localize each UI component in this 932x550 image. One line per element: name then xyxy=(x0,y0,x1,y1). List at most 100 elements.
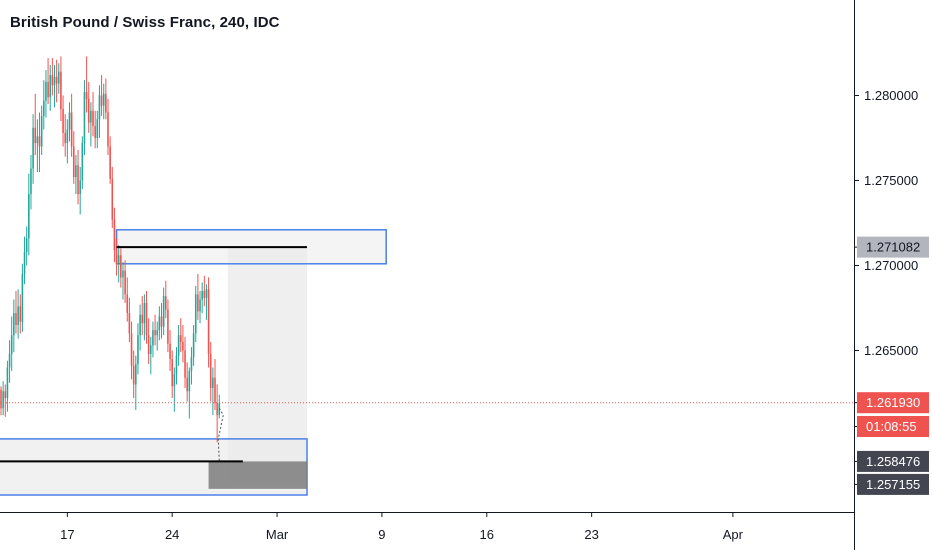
candle-body xyxy=(2,391,4,409)
candle-body xyxy=(10,335,13,354)
candle-body xyxy=(32,127,34,169)
candle-body xyxy=(68,112,71,130)
candle-body xyxy=(184,350,186,378)
candle-body xyxy=(117,255,120,264)
candle-body xyxy=(194,294,197,334)
candle-body xyxy=(186,377,188,392)
candle-body xyxy=(128,313,131,334)
candle-body xyxy=(13,313,15,336)
candle-body xyxy=(205,289,208,298)
projection-path xyxy=(217,408,224,462)
y-tick-label: 1.270000 xyxy=(864,258,918,273)
price-badge-label: 1.261930 xyxy=(866,395,920,410)
candle-body xyxy=(72,146,75,178)
candle-body xyxy=(45,81,47,101)
chart-title: British Pound / Swiss Franc, 240, IDC xyxy=(10,14,280,31)
candle-body xyxy=(143,302,146,324)
x-tick-label: Apr xyxy=(723,527,744,542)
candle-body xyxy=(30,168,32,195)
candle-body xyxy=(47,81,49,98)
candle-body xyxy=(154,330,156,336)
candle-body xyxy=(96,119,99,138)
candle-body xyxy=(105,93,107,113)
candle-body xyxy=(120,255,122,278)
x-tick-label: 24 xyxy=(165,527,179,542)
candle-body xyxy=(17,306,19,325)
price-badge xyxy=(857,450,929,472)
candle-body xyxy=(171,359,173,387)
candle-body xyxy=(173,374,176,387)
candle-body xyxy=(122,270,124,278)
candle-body xyxy=(87,98,90,123)
price-badge xyxy=(857,415,929,437)
candle-body xyxy=(0,389,2,409)
candle-body xyxy=(207,289,210,354)
candle-body xyxy=(64,132,66,144)
candle-body xyxy=(8,353,11,368)
candle-body xyxy=(175,355,178,375)
price-badge xyxy=(857,236,929,258)
candle-body xyxy=(209,353,212,388)
candle-body xyxy=(164,296,167,310)
candle-body xyxy=(139,314,141,336)
candle-body xyxy=(85,92,88,99)
candle-body xyxy=(100,95,103,106)
candle-body xyxy=(98,95,101,120)
candle-body xyxy=(126,294,129,314)
candle-body xyxy=(107,112,109,147)
x-tick-label: Mar xyxy=(266,527,289,542)
price-badge xyxy=(857,473,929,495)
candle-body xyxy=(212,377,214,388)
y-tick-label: 1.265000 xyxy=(864,343,918,358)
candle-body xyxy=(162,296,165,327)
candle-body xyxy=(4,391,7,399)
candle-body xyxy=(111,178,114,220)
candle-body xyxy=(216,403,218,416)
candle-body xyxy=(28,194,30,239)
candle-body xyxy=(102,93,105,106)
candle-body xyxy=(55,76,58,84)
candle-body xyxy=(70,112,73,147)
candle-body xyxy=(23,251,26,274)
candle-body xyxy=(49,75,52,98)
candle-body xyxy=(79,180,81,195)
y-tick-label: 1.275000 xyxy=(864,173,918,188)
candle-body xyxy=(77,165,79,195)
candle-body xyxy=(179,335,182,342)
candle-body xyxy=(81,143,84,181)
candle-body xyxy=(43,100,45,116)
candle-body xyxy=(90,110,92,123)
candle-body xyxy=(92,110,94,127)
candle-body xyxy=(60,71,62,110)
x-tick-label: 17 xyxy=(60,527,74,542)
candle-body xyxy=(75,165,77,178)
candle-body xyxy=(36,136,39,144)
candle-body xyxy=(188,370,191,392)
candle-body xyxy=(147,335,150,354)
candle-body xyxy=(19,306,22,322)
candle-body xyxy=(192,333,195,358)
candle-body xyxy=(6,367,9,399)
candle-body xyxy=(182,342,184,351)
overlay-layer xyxy=(0,246,854,463)
candle-body xyxy=(169,343,171,359)
candle-body xyxy=(156,330,159,336)
candle-body xyxy=(132,365,135,385)
candle-body xyxy=(15,313,17,325)
price-badge-label: 1.258476 xyxy=(866,454,920,469)
x-tick-label: 16 xyxy=(480,527,494,542)
candle-body xyxy=(34,127,37,144)
target-box xyxy=(208,461,308,489)
candle-body xyxy=(83,92,86,144)
candle-body xyxy=(203,291,206,298)
candle-body xyxy=(160,316,163,327)
candles-layer xyxy=(0,56,221,443)
candle-body xyxy=(150,345,152,354)
candle-body xyxy=(94,126,96,138)
candle-body xyxy=(197,294,199,312)
candle-body xyxy=(113,219,116,251)
candle-body xyxy=(145,302,148,336)
